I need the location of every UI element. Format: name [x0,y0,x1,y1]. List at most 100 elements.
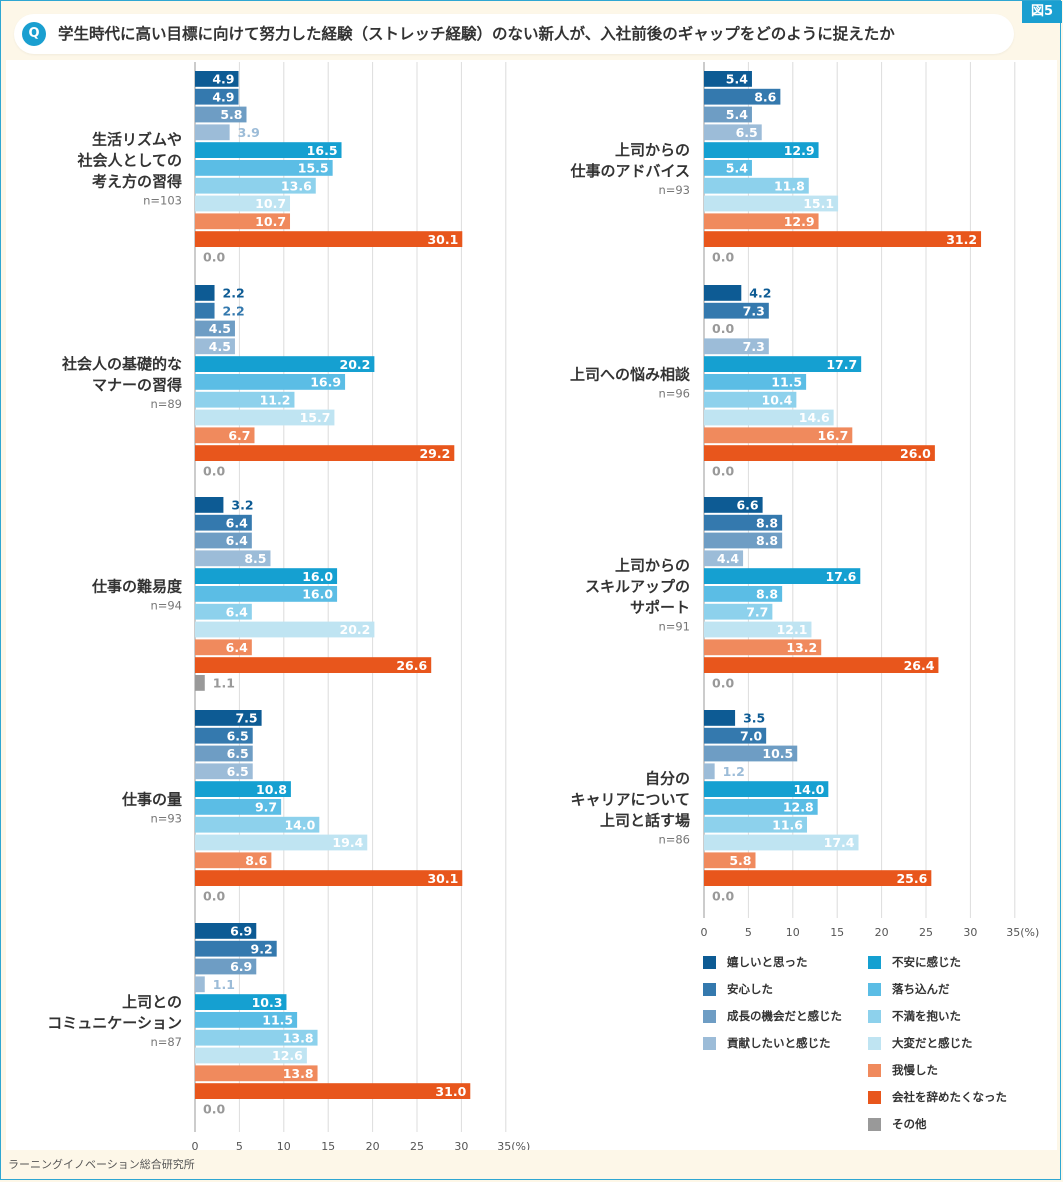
bar [704,799,818,815]
bar [195,745,253,762]
data-label: 6.4 [226,533,248,548]
data-label: 6.6 [736,498,758,513]
data-label: 6.9 [230,924,252,939]
bar [195,409,335,426]
bar [195,1012,298,1028]
bar [195,374,346,390]
bar [195,621,375,638]
bar [704,427,853,444]
data-label: 9.2 [251,941,273,956]
x-tick-label-right: 30 [963,926,977,939]
bar [195,302,215,319]
bar [704,763,715,780]
data-label: 14.0 [793,782,824,797]
x-tick-label-left: 15 [321,1140,335,1150]
category-label: 上司への悩み相談 [570,365,691,383]
legend-item: 貢献したいと感じた [703,1035,831,1051]
data-label: 4.5 [209,321,231,336]
category-label: コミュニケーション [47,1014,182,1032]
legend-label: 不安に感じた [892,955,961,969]
legend-swatch [868,955,881,969]
category-label: 生活リズムや [92,130,182,148]
figure-label: 図5 [1022,1,1062,23]
data-label: 0.0 [712,676,734,691]
bar [195,781,291,797]
data-label: 13.2 [786,640,817,655]
legend-swatch [868,982,881,996]
bar [195,320,235,337]
bar [195,1047,307,1064]
data-label: 5.4 [726,161,748,176]
sample-size-label: n=94 [150,598,182,612]
bar [195,445,455,461]
x-tick-label-left: 5 [236,1140,243,1150]
legend-swatch [868,1036,881,1050]
data-label: 8.8 [756,587,778,602]
data-label: 16.9 [310,375,341,390]
bar [195,763,253,780]
bar [704,231,982,247]
category-label: 自分の [645,769,690,787]
legend-item: 嬉しいと思った [703,954,808,970]
data-label: 12.1 [777,622,808,637]
legend-item: 成長の機会だと感じた [703,1008,842,1024]
bar [704,514,783,531]
sample-size-label: n=96 [658,386,690,400]
chart-title: 学生時代に高い目標に向けて努力した経験（ストレッチ経験）のない新人が、入社前後の… [58,25,895,43]
bar [195,834,368,851]
data-label: 16.7 [817,428,848,443]
data-label: 11.2 [260,392,291,407]
data-label: 12.9 [784,214,815,229]
data-label: 11.5 [771,375,802,390]
category-label: 考え方の習得 [92,172,182,190]
legend-label: 落ち込んだ [892,982,950,996]
data-label: 6.4 [226,604,248,619]
data-label: 8.8 [756,515,778,530]
data-label: 6.7 [228,428,250,443]
x-tick-label-right: 15 [830,926,844,939]
bar [195,976,205,993]
bar [195,568,338,584]
data-label: 2.2 [223,286,245,301]
legend-label: 我慢した [892,1063,938,1077]
data-label: 6.4 [226,640,248,655]
legend-swatch [703,1036,716,1050]
bar [704,586,783,602]
x-tick-label-left: 30 [454,1140,468,1150]
data-label: 5.8 [729,853,751,868]
data-label: 26.6 [396,658,427,673]
data-label: 4.4 [717,551,739,566]
data-label: 25.6 [896,871,927,886]
legend-item: その他 [868,1116,927,1132]
data-label: 8.8 [756,533,778,548]
sample-size-label: n=93 [150,811,182,825]
legend-item: 会社を辞めたくなった [868,1089,1007,1105]
bar [704,374,807,390]
data-label: 4.2 [749,286,771,301]
data-label: 6.5 [736,125,758,140]
data-label: 0.0 [712,250,734,265]
data-label: 13.8 [283,1066,314,1081]
data-label: 8.6 [754,89,776,104]
legend-swatch [868,1063,881,1077]
category-label: 上司との [122,993,182,1011]
data-label: 10.8 [256,782,287,797]
x-tick-label-right: 25 [919,926,933,939]
sample-size-label: n=103 [143,193,182,207]
bar [195,550,271,567]
category-label: 上司からの [615,556,690,574]
data-label: 6.5 [227,728,249,743]
bar [195,532,252,549]
bar [195,727,253,744]
bar [704,177,809,194]
category-label: 仕事の難易度 [91,577,183,595]
bar [704,550,744,567]
bar [704,532,783,549]
x-tick-label-right: 10 [786,926,800,939]
data-label: 12.9 [784,143,815,158]
data-label: 16.5 [307,143,338,158]
bar [704,834,859,851]
data-label: 1.1 [213,676,235,691]
category-label: 社会人としての [76,151,182,169]
bar [195,675,205,691]
